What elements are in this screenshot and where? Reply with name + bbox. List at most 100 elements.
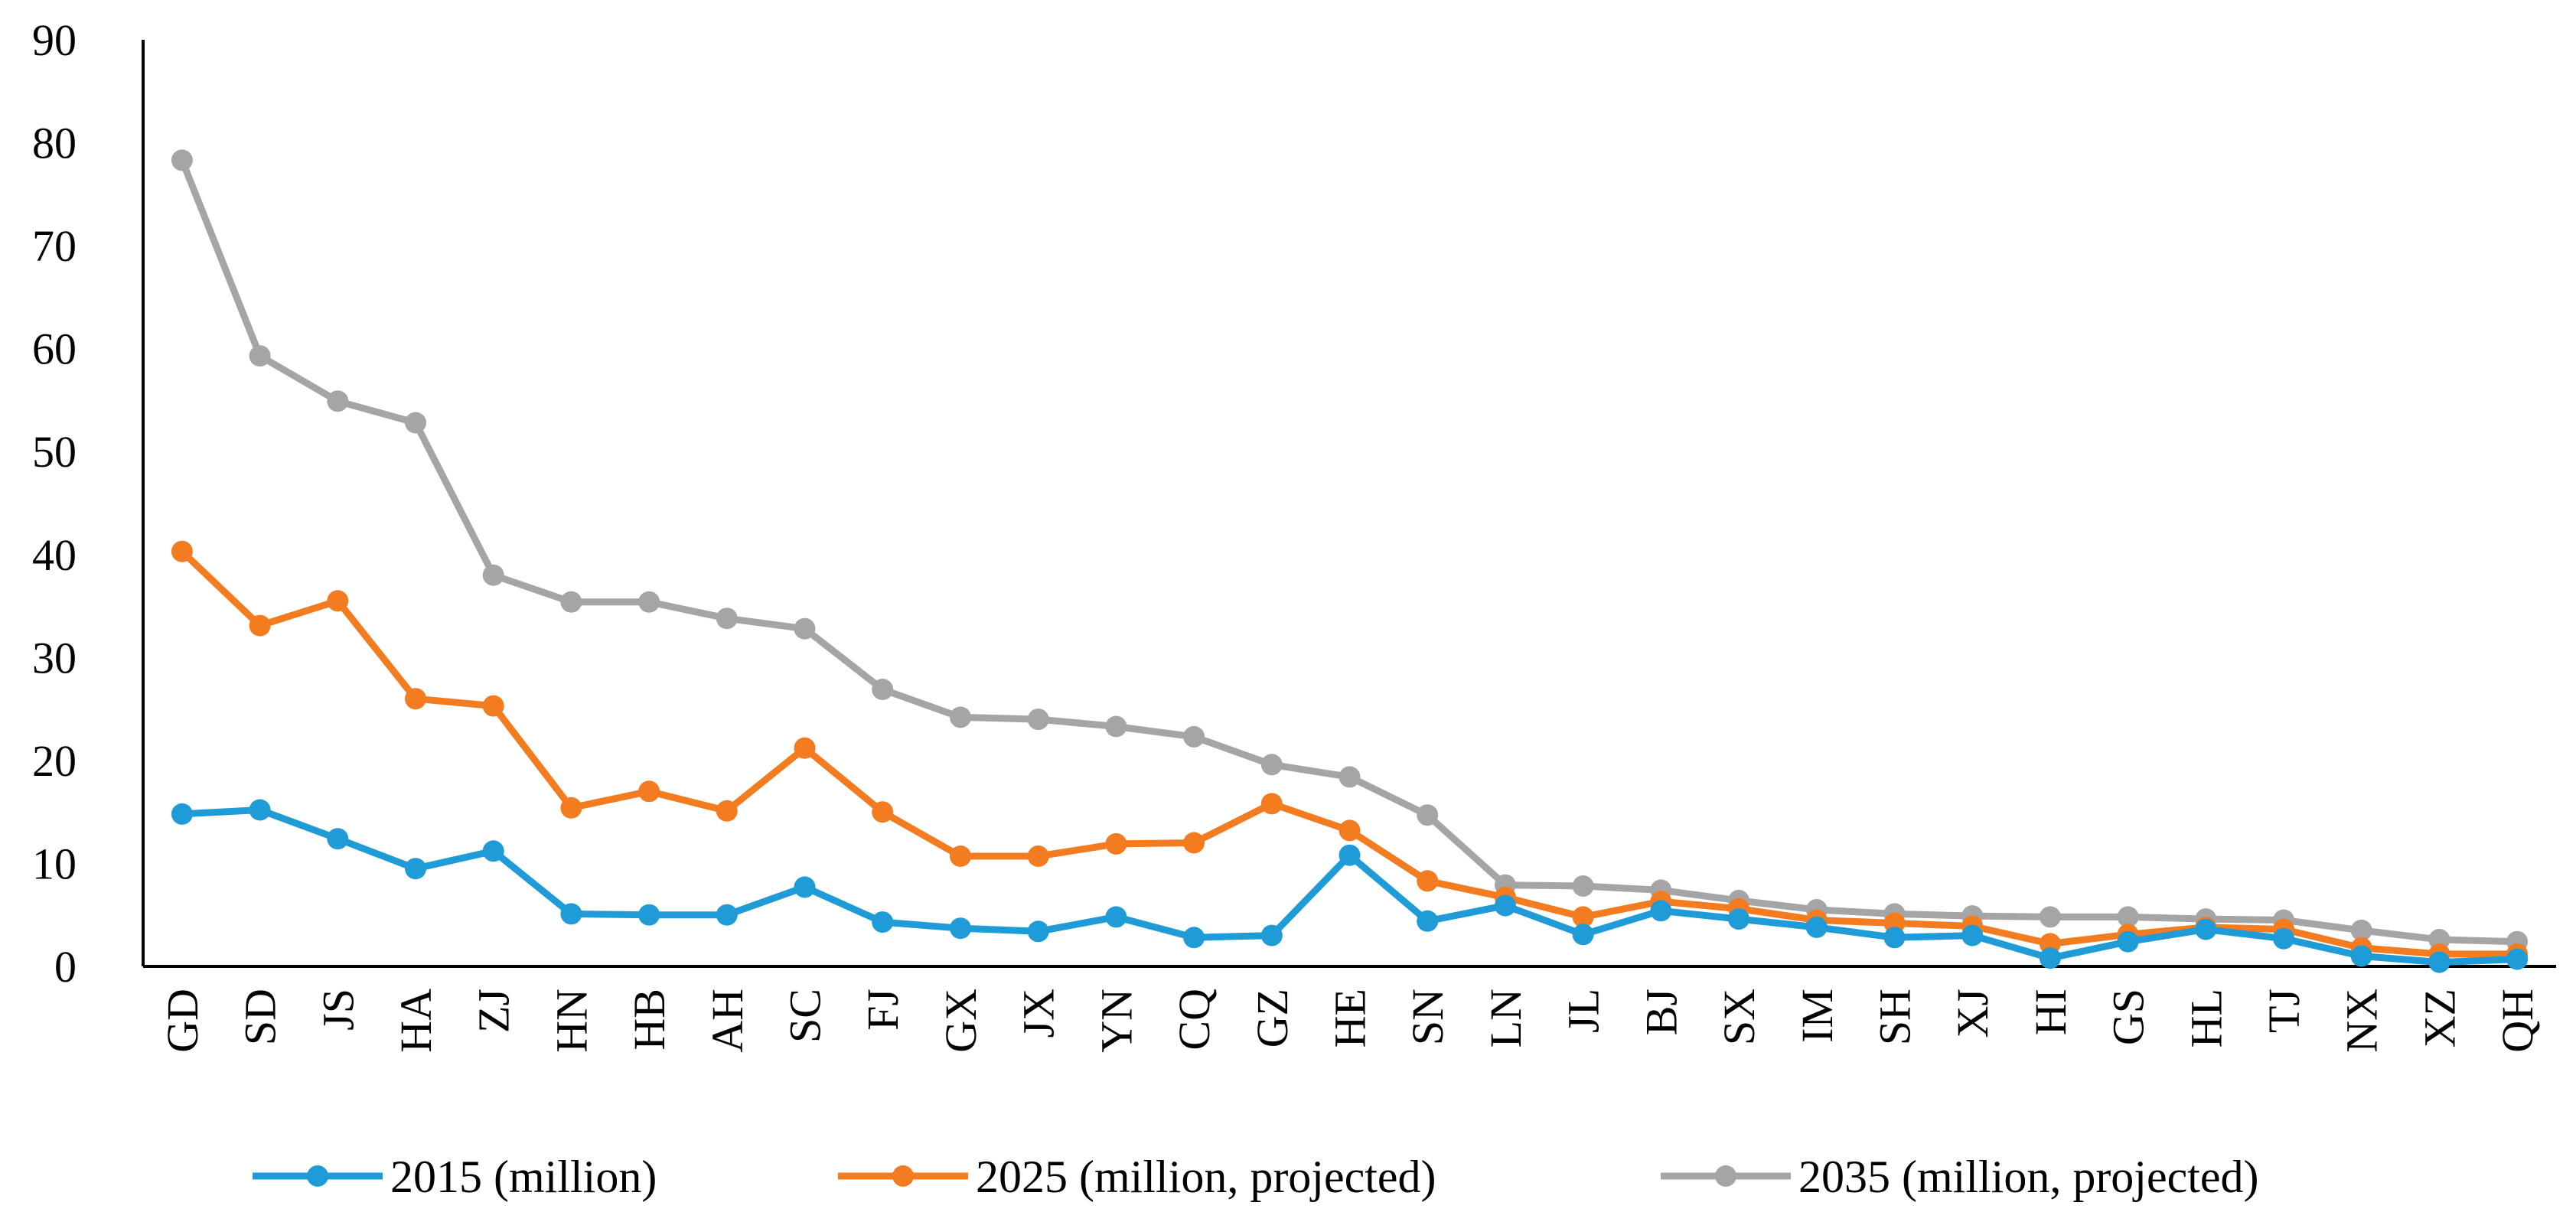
- x-tick-label: QH: [2493, 989, 2542, 1053]
- data-point: [638, 904, 660, 926]
- x-tick-label: BJ: [1636, 989, 1686, 1035]
- x-tick-label: HN: [546, 989, 596, 1053]
- data-point: [2195, 918, 2217, 940]
- data-point: [794, 617, 816, 640]
- x-tick-label: TJ: [2259, 989, 2309, 1033]
- data-point: [560, 903, 582, 925]
- data-point: [716, 608, 738, 630]
- y-tick-label: 60: [32, 324, 77, 374]
- data-point: [2506, 948, 2529, 970]
- x-tick-label: XZ: [2415, 989, 2464, 1047]
- data-point: [2039, 906, 2061, 928]
- data-point: [1260, 793, 1283, 815]
- y-tick-label: 30: [32, 633, 77, 683]
- series-layer: [171, 149, 2529, 973]
- data-point: [872, 801, 894, 823]
- series-1: [171, 799, 2529, 973]
- x-tick-label: HI: [2026, 989, 2075, 1035]
- data-point: [638, 780, 660, 803]
- x-tick-label: GS: [2104, 989, 2154, 1045]
- data-point: [872, 679, 894, 700]
- data-point: [2350, 945, 2372, 967]
- legend: 2015 (million) 2025 (million, projected) 2…: [253, 1152, 2259, 1202]
- legend-label: 2015 (million): [390, 1152, 657, 1202]
- x-tick-label: JS: [313, 989, 363, 1031]
- x-tick-label: HA: [391, 989, 441, 1053]
- y-tick-label: 50: [32, 427, 77, 477]
- data-point: [2117, 930, 2139, 953]
- y-tick-label: 20: [32, 736, 77, 786]
- data-point: [482, 695, 504, 717]
- data-point: [638, 591, 660, 613]
- y-tick-label: 80: [32, 119, 77, 168]
- legend-label: 2025 (million, projected): [976, 1152, 1436, 1202]
- y-tick-label: 90: [32, 15, 77, 65]
- data-point: [716, 800, 738, 822]
- x-tick-label: YN: [1091, 989, 1141, 1053]
- x-tick-label: JX: [1014, 989, 1064, 1038]
- data-point: [1027, 920, 1049, 943]
- data-point: [1417, 804, 1439, 826]
- y-tick-label: 10: [32, 839, 77, 888]
- series-line: [178, 548, 2521, 958]
- data-point: [327, 828, 349, 850]
- data-point: [171, 803, 193, 825]
- x-tick-label: SN: [1403, 989, 1453, 1045]
- data-point: [1572, 875, 1594, 897]
- data-point: [482, 840, 504, 862]
- data-point: [1728, 908, 1749, 930]
- data-point: [249, 345, 271, 367]
- legend-marker: [1715, 1165, 1736, 1187]
- data-point: [1805, 916, 1828, 938]
- x-tick-label: GZ: [1247, 989, 1297, 1047]
- data-point: [1183, 832, 1205, 854]
- y-tick-label: 0: [54, 942, 77, 992]
- data-point: [482, 564, 504, 586]
- data-point: [1572, 924, 1594, 946]
- x-tick-label: FJ: [858, 989, 908, 1031]
- data-point: [2350, 919, 2372, 941]
- data-point: [716, 904, 738, 926]
- y-tick-label: 70: [32, 221, 77, 271]
- legend-marker: [307, 1165, 328, 1187]
- x-tick-label: AH: [703, 989, 752, 1053]
- data-point: [560, 797, 582, 819]
- x-tick-labels: GD SD JS HA ZJ HN HB AH SC FJ GX JX YN CQ GZ HE SN LN JL BJ…: [158, 989, 2542, 1053]
- data-point: [405, 688, 426, 710]
- data-point: [1105, 715, 1127, 738]
- data-point: [1105, 832, 1127, 855]
- x-tick-label: IM: [1792, 989, 1842, 1043]
- x-tick-label: NX: [2337, 989, 2387, 1053]
- x-tick-label: ZJ: [469, 989, 519, 1033]
- x-tick-label: GD: [158, 989, 207, 1053]
- data-point: [405, 858, 426, 880]
- x-tick-label: SC: [781, 989, 830, 1043]
- data-point: [1494, 894, 1516, 917]
- data-point: [2273, 927, 2294, 950]
- x-tick-label: SH: [1870, 989, 1919, 1045]
- data-point: [1183, 927, 1205, 949]
- data-point: [249, 799, 271, 821]
- data-point: [1027, 845, 1049, 867]
- series-2: [171, 540, 2529, 965]
- data-point: [794, 737, 816, 759]
- x-tick-label: GX: [936, 989, 986, 1053]
- x-tick-label: HB: [624, 989, 674, 1051]
- x-tick-label: HE: [1325, 989, 1375, 1047]
- y-tick-label: 40: [32, 530, 77, 580]
- x-tick-label: CQ: [1169, 989, 1219, 1051]
- data-point: [171, 540, 193, 562]
- data-point: [950, 917, 971, 940]
- data-point: [1339, 766, 1361, 788]
- legend-item: 2015 (million): [253, 1152, 657, 1202]
- y-tick-labels: 0 10 20 30 40 50 60 70 80 90: [32, 15, 77, 992]
- x-tick-label: SX: [1714, 989, 1764, 1045]
- data-point: [1417, 910, 1439, 932]
- data-point: [1417, 870, 1439, 892]
- data-point: [1650, 900, 1672, 922]
- data-point: [950, 845, 971, 867]
- x-tick-label: LN: [1481, 989, 1531, 1047]
- data-point: [171, 149, 193, 171]
- data-point: [1183, 725, 1205, 748]
